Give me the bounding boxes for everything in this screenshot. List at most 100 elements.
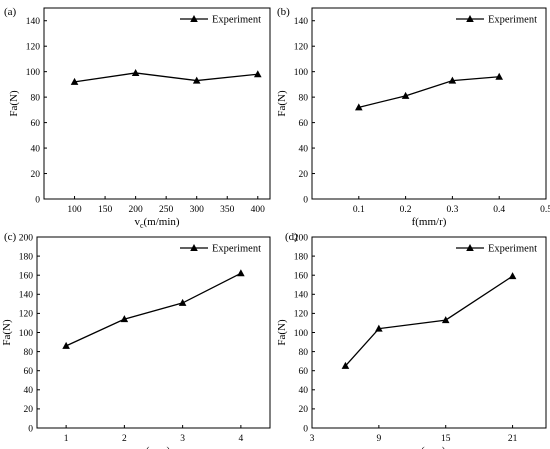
- y-tick-label: 0: [35, 195, 40, 205]
- legend-label: Experiment: [212, 15, 261, 26]
- y-tick-label: 160: [19, 272, 34, 282]
- y-tick-label: 140: [26, 17, 41, 27]
- x-tick-label: 1: [64, 434, 69, 444]
- data-point-marker: [120, 315, 129, 323]
- y-tick-label: 80: [299, 93, 309, 103]
- y-tick-label: 140: [294, 17, 309, 27]
- y-axis-label: Fa(N): [276, 319, 288, 346]
- x-axis-label-base: v: [134, 216, 140, 228]
- y-tick-label: 100: [19, 329, 34, 339]
- legend-label: Experiment: [488, 244, 537, 255]
- y-axis-label: Fa(N): [276, 90, 288, 117]
- y-tick-label: 60: [299, 119, 309, 129]
- chart-panel-1: (a) 0 20 40 60 80 100 120 140 100 150 200 250 300 350 4…: [4, 6, 271, 230]
- y-tick-label: 20: [299, 405, 309, 415]
- x-tick-label: 4: [239, 434, 244, 444]
- x-axis-label: f(mm/r): [412, 216, 447, 228]
- y-tick-label: 140: [19, 291, 34, 301]
- x-tick-label: 2: [122, 434, 127, 444]
- x-tick-label: 300: [190, 205, 205, 215]
- y-tick-label: 0: [303, 195, 308, 205]
- y-tick-label: 80: [24, 348, 34, 358]
- y-tick-label: 120: [26, 43, 41, 53]
- y-tick-label: 0: [303, 424, 308, 434]
- y-tick-label: 120: [294, 310, 309, 320]
- y-axis-label: Fa(N): [1, 319, 13, 346]
- x-tick-label: 0.1: [353, 205, 365, 215]
- data-point-marker: [508, 272, 517, 280]
- data-point-marker: [401, 91, 410, 99]
- x-tick-label: 250: [159, 205, 174, 215]
- data-point-marker: [355, 103, 363, 111]
- y-tick-label: 60: [299, 367, 309, 377]
- y-tick-label: 100: [26, 68, 41, 78]
- data-point-marker: [192, 76, 201, 84]
- data-point-marker: [253, 70, 262, 78]
- plot-frame: [311, 236, 547, 429]
- y-tick-label: 40: [31, 144, 41, 154]
- y-tick-label: 200: [19, 233, 34, 243]
- panel-tag: (d): [285, 231, 298, 243]
- data-point-marker: [237, 269, 245, 277]
- chart-panel-2: (b) 0 20 40 60 80 100 120 140 0.1 0.2 0.3 0.4 0.5 f(mm…: [276, 6, 550, 228]
- x-axis-label-base: f(mm/r): [412, 216, 447, 228]
- x-axis-label-base: a: [137, 445, 142, 449]
- y-tick-label: 40: [299, 144, 309, 154]
- y-tick-label: 20: [299, 170, 309, 180]
- x-axis-label-unit: (mm): [421, 445, 446, 449]
- chart-panel-4: (d) 0 20 40 60 80 100 120 140 160 180 200 3 9 15 21 ae(m…: [276, 231, 547, 449]
- y-tick-label: 180: [294, 252, 309, 262]
- x-tick-label: 3: [180, 434, 185, 444]
- x-tick-label: 200: [128, 205, 143, 215]
- y-tick-label: 0: [28, 424, 33, 434]
- y-tick-label: 180: [19, 252, 34, 262]
- y-tick-label: 140: [294, 291, 309, 301]
- y-tick-label: 20: [31, 170, 41, 180]
- data-point-marker: [178, 298, 187, 306]
- plot-frame: [311, 7, 547, 200]
- x-axis-label-unit: (m/min): [144, 216, 180, 228]
- y-tick-label: 40: [299, 386, 309, 396]
- series-line: [358, 76, 500, 108]
- legend-marker: [466, 244, 474, 251]
- x-axis-label: ae(mm): [413, 445, 446, 449]
- series-line: [65, 272, 242, 347]
- x-axis-label: vc(m/min): [134, 216, 179, 230]
- x-axis-label-unit: (mm): [146, 445, 171, 449]
- y-tick-label: 60: [31, 119, 41, 129]
- x-tick-label: 15: [441, 434, 451, 444]
- legend-label: Experiment: [212, 244, 261, 255]
- data-point-marker: [62, 341, 70, 349]
- y-tick-label: 100: [294, 68, 309, 78]
- legend-marker: [190, 244, 198, 251]
- panel-tag: (a): [4, 6, 17, 18]
- x-axis-label: ap(mm): [137, 445, 171, 449]
- y-tick-label: 100: [294, 329, 309, 339]
- data-point-marker: [448, 76, 457, 84]
- x-tick-label: 21: [508, 434, 518, 444]
- data-point-marker: [131, 68, 140, 76]
- panel-tag: (b): [277, 6, 290, 18]
- legend-marker: [466, 15, 474, 22]
- x-tick-label: 3: [310, 434, 315, 444]
- data-point-marker: [70, 77, 79, 85]
- data-point-marker: [375, 324, 383, 332]
- data-point-marker: [495, 72, 503, 80]
- x-axis-label-base: a: [413, 445, 418, 449]
- x-tick-label: 100: [67, 205, 82, 215]
- x-tick-label: 350: [220, 205, 235, 215]
- plot-frame: [36, 236, 271, 429]
- plot-frame: [43, 7, 271, 200]
- y-tick-label: 160: [294, 272, 309, 282]
- data-point-marker: [341, 361, 350, 369]
- panel-tag: (c): [4, 231, 17, 243]
- y-tick-label: 80: [299, 348, 309, 358]
- y-tick-label: 120: [294, 43, 309, 53]
- series-line: [74, 72, 258, 83]
- x-tick-label: 400: [251, 205, 266, 215]
- chart-panel-3: (c) 0 20 40 60 80 100 120 140 160 180 200 1 2 3 4 ap(mm)…: [1, 231, 271, 449]
- x-tick-label: 150: [98, 205, 113, 215]
- x-tick-label: 0.2: [400, 205, 412, 215]
- y-tick-label: 200: [294, 233, 309, 243]
